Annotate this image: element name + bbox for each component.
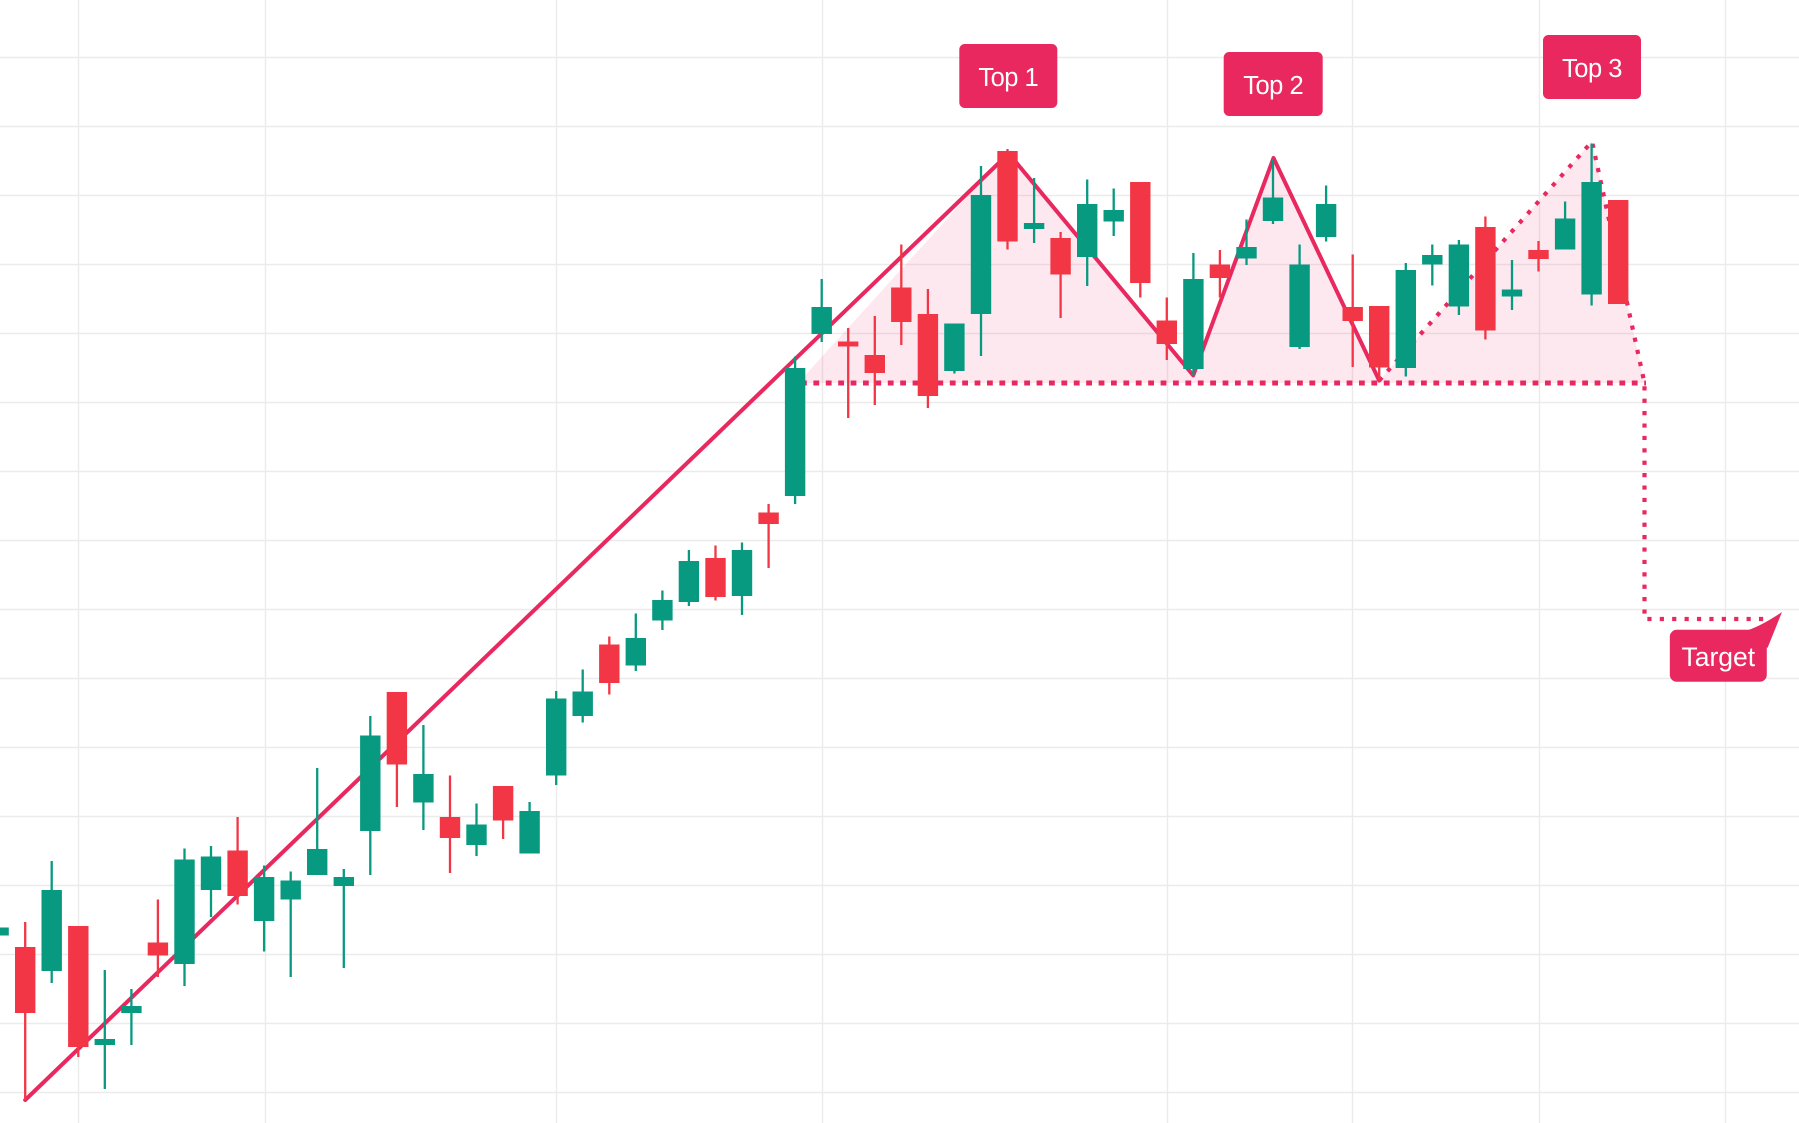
svg-text:Top 1: Top 1 [978, 64, 1038, 92]
svg-text:Top 2: Top 2 [1243, 72, 1303, 100]
svg-text:Target: Target [1681, 642, 1755, 672]
svg-text:Top 3: Top 3 [1562, 55, 1622, 83]
